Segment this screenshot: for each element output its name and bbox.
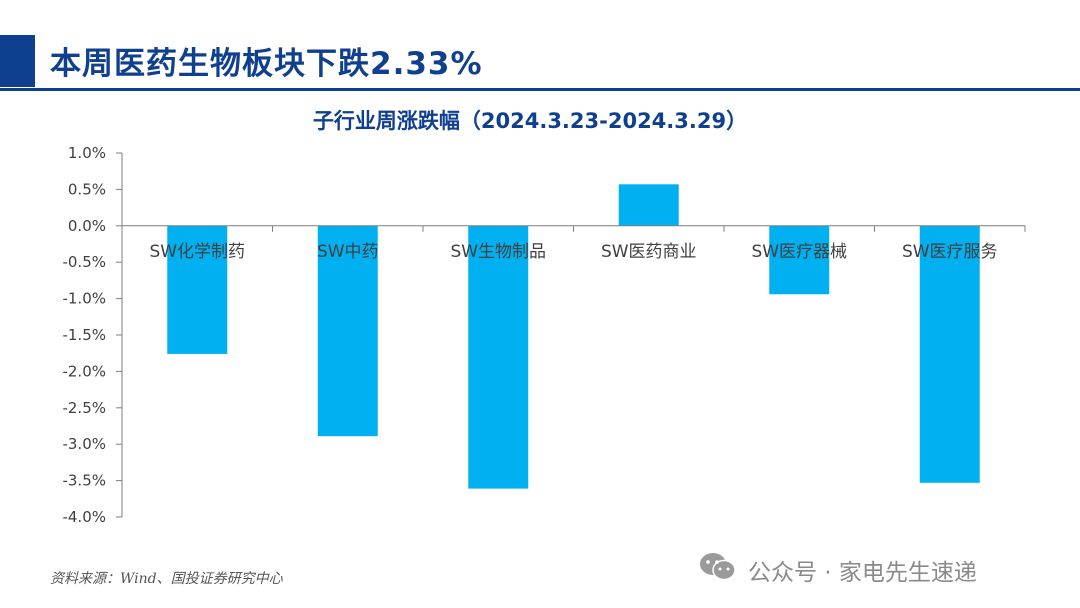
y-tick-label: -1.0%: [62, 290, 106, 308]
category-label: SW化学制药: [149, 242, 245, 262]
bar: [769, 225, 830, 295]
wechat-icon: [698, 551, 738, 589]
watermark-text: 公众号 · 家电先生速递: [748, 560, 977, 586]
bar: [317, 225, 378, 437]
y-tick-label: -2.0%: [62, 362, 106, 380]
bar: [167, 225, 228, 354]
category-label: SW中药: [317, 242, 379, 262]
y-tick-label: -4.0%: [62, 508, 106, 526]
y-tick-label: 1.0%: [68, 144, 106, 162]
category-label: SW医疗器械: [751, 242, 847, 262]
bar: [468, 225, 529, 489]
category-label: SW生物制品: [450, 242, 546, 262]
watermark: 公众号 · 家电先生速递: [698, 551, 977, 589]
category-label: SW医药商业: [601, 242, 697, 262]
page-title: 本周医药生物板块下跌2.33%: [50, 46, 483, 82]
bar: [919, 225, 980, 483]
axis-layer: 1.0% 0.5% 0.0% -0.5% -1.0% -1.5% -2.0% -2.5% -3.…: [62, 144, 1026, 526]
y-tick-label: -2.5%: [62, 399, 106, 417]
title-divider: [0, 88, 1080, 91]
y-tick-label: 0.0%: [68, 217, 106, 235]
labels-layer: SW化学制药 SW中药 SW生物制品 SW医药商业 SW医疗器械 SW医疗服务: [149, 242, 997, 262]
category-label: SW医疗服务: [902, 242, 998, 262]
y-tick-label: -3.5%: [62, 472, 106, 490]
y-tick-label: 0.5%: [68, 180, 106, 198]
chart-title: 子行业周涨跌幅（2024.3.23-2024.3.29）: [313, 109, 747, 133]
y-tick-label: -3.0%: [62, 435, 106, 453]
title-accent-bar: [0, 35, 35, 87]
y-tick-label: -1.5%: [62, 326, 106, 344]
bar: [618, 184, 679, 226]
y-tick-label: -0.5%: [62, 253, 106, 271]
source-note: 资料来源：Wind、国投证券研究中心: [50, 571, 283, 587]
bars-layer: [167, 184, 980, 489]
